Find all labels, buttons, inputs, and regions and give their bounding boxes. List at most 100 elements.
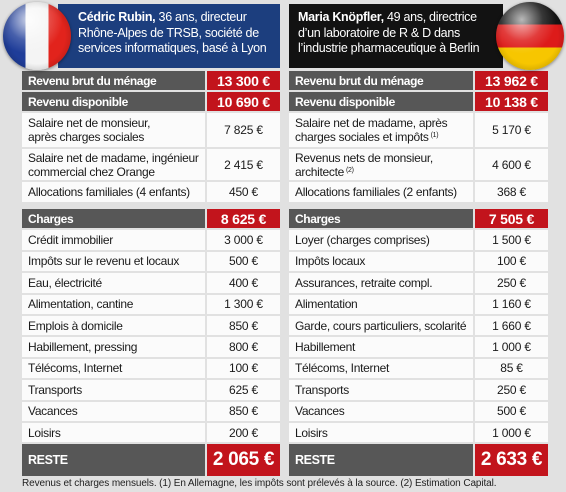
expense-value: 500 € [475,401,548,421]
expense-label: Transports [289,380,473,400]
profile-name: Cédric Rubin, [78,10,156,24]
expense-label: Habillement, pressing [22,337,205,357]
row-revenu-disponible: Revenu disponible 10 138 € [289,92,548,111]
expense-value: 1 500 € [475,230,548,250]
revenu-brut-value: 13 962 € [475,71,548,90]
row-revenu-disponible: Revenu disponible 10 690 € [22,92,280,111]
row-revenu-brut: Revenu brut du ménage 13 300 € [22,71,280,90]
expense-value: 1 000 € [475,422,548,443]
charges-total: 7 505 € [475,209,548,229]
income-row: Salaire net de monsieur, après charges s… [22,113,280,147]
revenu-brut-label: Revenu brut du ménage [289,71,473,90]
income-label-line: Salaire net de monsieur, [28,116,151,130]
expense-value: 1 160 € [475,294,548,314]
row-charges: Charges 8 625 € [22,209,280,229]
expense-value: 100 € [475,251,548,272]
row-reste: RESTE 2 065 € [22,444,280,476]
footnote: Revenus et charges mensuels. (1) En Alle… [22,478,497,489]
expense-value: 850 € [207,315,280,336]
revenu-disponible-value: 10 138 € [475,92,548,111]
expense-row: Télécoms, Internet 85 € [289,358,548,379]
profile-line-2: Rhône-Alpes de TRSB, société de [78,25,259,40]
expense-value: 800 € [207,337,280,357]
left-budget-table: Revenu brut du ménage 13 300 € Revenu di… [22,71,280,478]
profile-line-3: l’industrie pharmaceutique à Berlin [298,41,480,55]
germany-flag-icon [496,2,564,70]
right-profile-header: Maria Knöpfler, 49 ans, directrice d’un … [289,4,503,68]
expense-row: Impôts sur le revenu et locaux 500 € [22,251,280,272]
income-label: Salaire net de madame, après charges soc… [289,113,473,147]
income-value: 368 € [475,182,548,202]
footnote-marker: (2) [346,166,354,174]
expense-label: Emplois à domicile [22,315,205,336]
charges-label: Charges [22,209,205,229]
expense-label: Loyer (charges comprises) [289,230,473,250]
expense-row: Crédit immobilier 3 000 € [22,230,280,250]
profile-description: 36 ans, directeur [158,10,247,24]
expense-row: Assurances, retraite compl. 250 € [289,273,548,293]
row-revenu-brut: Revenu brut du ménage 13 962 € [289,71,548,90]
expense-value: 625 € [207,380,280,400]
income-label-text: architecte [295,164,345,179]
income-label: Allocations familiales (2 enfants) [289,182,473,202]
expense-label: Vacances [289,401,473,421]
revenu-disponible-label: Revenu disponible [22,92,205,111]
expense-label: Télécoms, Internet [22,358,205,379]
reste-label: RESTE [289,444,473,476]
row-charges: Charges 7 505 € [289,209,548,229]
income-label-line: Salaire net de madame, ingénieur [28,150,199,165]
expense-row: Alimentation 1 160 € [289,294,548,314]
income-value: 450 € [207,182,280,202]
profile-name: Maria Knöpfler, [298,10,384,24]
income-label-text: charges sociales et impôts [295,130,429,144]
expense-value: 1 300 € [207,294,280,314]
expense-row: Télécoms, Internet 100 € [22,358,280,379]
income-value: 5 170 € [475,113,548,147]
profile-description: 49 ans, directrice [386,10,477,24]
income-label: Salaire net de madame, ingénieur commerc… [22,149,205,180]
revenu-brut-label: Revenu brut du ménage [22,71,205,90]
expense-row: Habillement 1 000 € [289,337,548,357]
charges-total: 8 625 € [207,209,280,229]
expense-value: 200 € [207,422,280,443]
profile-line-1: Maria Knöpfler, 49 ans, directrice [298,10,503,26]
expense-value: 500 € [207,251,280,272]
row-reste: RESTE 2 633 € [289,444,548,476]
footnote-marker: (1) [430,132,439,139]
expense-value: 850 € [207,401,280,421]
expense-value: 1 000 € [475,337,548,357]
expense-label: Loisirs [289,422,473,443]
expense-label: Assurances, retraite compl. [289,273,473,293]
profile-line-1: Cédric Rubin, 36 ans, directeur [78,10,280,26]
income-label-line: après charges sociales [28,130,145,144]
profile-line-3: services informatiques, basé à Lyon [78,41,267,55]
expense-label: Alimentation, cantine [22,294,205,314]
expense-label: Impôts locaux [289,251,473,272]
expense-row: Vacances 850 € [22,401,280,421]
expense-row: Loisirs 200 € [22,422,280,443]
expense-row: Vacances 500 € [289,401,548,421]
income-label-line: charges sociales et impôts (1) [295,130,473,144]
expense-label: Crédit immobilier [22,230,205,250]
income-label-line: commercial chez Orange [28,164,155,179]
expense-label: Habillement [289,337,473,357]
reste-label: RESTE [22,444,205,476]
income-value: 2 415 € [207,149,280,180]
expense-label: Impôts sur le revenu et locaux [22,251,205,272]
expense-label: Vacances [22,401,205,421]
income-label: Revenus nets de monsieur, architecte (2) [289,149,473,180]
expense-label: Eau, électricité [22,273,205,293]
france-flag-icon [3,2,71,70]
income-value: 4 600 € [475,149,548,180]
expense-row: Transports 250 € [289,380,548,400]
income-row: Salaire net de madame, ingénieur commerc… [22,149,280,180]
reste-value: 2 633 € [475,444,548,476]
expense-row: Transports 625 € [22,380,280,400]
income-row: Allocations familiales (4 enfants) 450 € [22,182,280,202]
reste-value: 2 065 € [207,444,280,476]
expense-label: Garde, cours particuliers, scolarité [289,315,473,336]
expense-row: Garde, cours particuliers, scolarité 1 6… [289,315,548,336]
income-row: Allocations familiales (2 enfants) 368 € [289,182,548,202]
expense-row: Eau, électricité 400 € [22,273,280,293]
income-label: Salaire net de monsieur, après charges s… [22,113,205,147]
